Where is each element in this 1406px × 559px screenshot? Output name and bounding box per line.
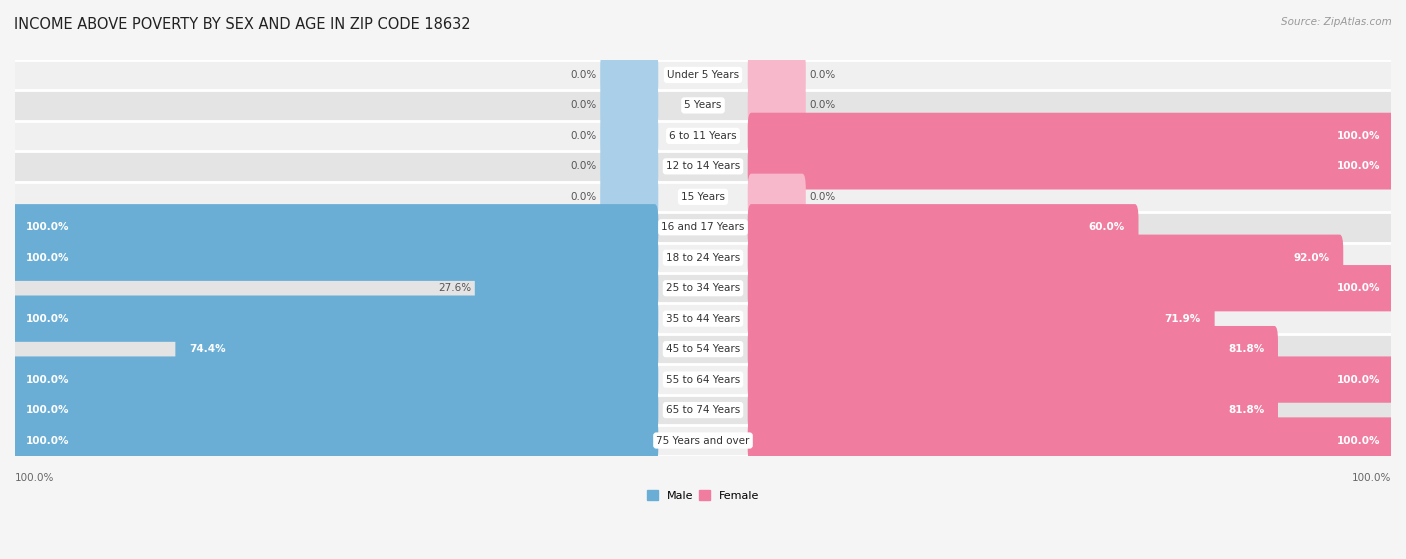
- Text: 100.0%: 100.0%: [1337, 162, 1381, 172]
- FancyBboxPatch shape: [11, 418, 658, 463]
- Text: 100.0%: 100.0%: [25, 405, 69, 415]
- Text: 25 to 34 Years: 25 to 34 Years: [666, 283, 740, 293]
- FancyBboxPatch shape: [15, 212, 1391, 243]
- FancyBboxPatch shape: [748, 296, 1215, 342]
- Text: 92.0%: 92.0%: [1294, 253, 1330, 263]
- FancyBboxPatch shape: [600, 143, 658, 190]
- Text: 35 to 44 Years: 35 to 44 Years: [666, 314, 740, 324]
- Text: 0.0%: 0.0%: [810, 192, 835, 202]
- FancyBboxPatch shape: [748, 357, 1395, 402]
- Text: 65 to 74 Years: 65 to 74 Years: [666, 405, 740, 415]
- Text: 81.8%: 81.8%: [1227, 344, 1264, 354]
- FancyBboxPatch shape: [748, 174, 806, 220]
- FancyBboxPatch shape: [15, 151, 1391, 182]
- FancyBboxPatch shape: [600, 52, 658, 98]
- FancyBboxPatch shape: [748, 235, 1343, 281]
- Text: 100.0%: 100.0%: [25, 222, 69, 233]
- Text: 74.4%: 74.4%: [190, 344, 226, 354]
- Text: 100.0%: 100.0%: [1351, 472, 1391, 482]
- FancyBboxPatch shape: [748, 326, 1278, 372]
- Text: 27.6%: 27.6%: [439, 283, 471, 293]
- Text: 5 Years: 5 Years: [685, 101, 721, 111]
- Text: 100.0%: 100.0%: [1337, 435, 1381, 446]
- FancyBboxPatch shape: [15, 273, 1391, 304]
- Text: 100.0%: 100.0%: [25, 435, 69, 446]
- Text: 0.0%: 0.0%: [571, 131, 596, 141]
- FancyBboxPatch shape: [748, 387, 1278, 433]
- Text: 15 Years: 15 Years: [681, 192, 725, 202]
- Text: 75 Years and over: 75 Years and over: [657, 435, 749, 446]
- FancyBboxPatch shape: [748, 265, 1395, 311]
- FancyBboxPatch shape: [11, 296, 658, 342]
- FancyBboxPatch shape: [748, 204, 1139, 250]
- FancyBboxPatch shape: [15, 60, 1391, 90]
- Text: 100.0%: 100.0%: [15, 472, 55, 482]
- FancyBboxPatch shape: [15, 395, 1391, 425]
- FancyBboxPatch shape: [15, 304, 1391, 334]
- FancyBboxPatch shape: [15, 334, 1391, 364]
- FancyBboxPatch shape: [748, 82, 806, 129]
- Text: 100.0%: 100.0%: [1337, 283, 1381, 293]
- Text: 0.0%: 0.0%: [810, 70, 835, 80]
- Text: 71.9%: 71.9%: [1164, 314, 1201, 324]
- FancyBboxPatch shape: [748, 52, 806, 98]
- FancyBboxPatch shape: [748, 113, 1395, 159]
- FancyBboxPatch shape: [475, 265, 658, 311]
- Text: 100.0%: 100.0%: [25, 314, 69, 324]
- FancyBboxPatch shape: [15, 364, 1391, 395]
- FancyBboxPatch shape: [600, 82, 658, 129]
- Text: 45 to 54 Years: 45 to 54 Years: [666, 344, 740, 354]
- FancyBboxPatch shape: [600, 113, 658, 159]
- FancyBboxPatch shape: [11, 357, 658, 402]
- Text: 100.0%: 100.0%: [1337, 375, 1381, 385]
- Text: 81.8%: 81.8%: [1227, 405, 1264, 415]
- FancyBboxPatch shape: [11, 204, 658, 250]
- FancyBboxPatch shape: [176, 326, 658, 372]
- Text: 100.0%: 100.0%: [25, 375, 69, 385]
- Text: 0.0%: 0.0%: [571, 70, 596, 80]
- FancyBboxPatch shape: [15, 90, 1391, 121]
- Text: Source: ZipAtlas.com: Source: ZipAtlas.com: [1281, 17, 1392, 27]
- Text: 0.0%: 0.0%: [571, 101, 596, 111]
- Text: 60.0%: 60.0%: [1088, 222, 1125, 233]
- FancyBboxPatch shape: [11, 235, 658, 281]
- Text: 0.0%: 0.0%: [571, 192, 596, 202]
- Legend: Male, Female: Male, Female: [643, 486, 763, 506]
- FancyBboxPatch shape: [748, 418, 1395, 463]
- Text: Under 5 Years: Under 5 Years: [666, 70, 740, 80]
- FancyBboxPatch shape: [11, 387, 658, 433]
- FancyBboxPatch shape: [748, 143, 1395, 190]
- FancyBboxPatch shape: [600, 174, 658, 220]
- Text: 12 to 14 Years: 12 to 14 Years: [666, 162, 740, 172]
- FancyBboxPatch shape: [15, 121, 1391, 151]
- Text: 0.0%: 0.0%: [810, 101, 835, 111]
- Text: INCOME ABOVE POVERTY BY SEX AND AGE IN ZIP CODE 18632: INCOME ABOVE POVERTY BY SEX AND AGE IN Z…: [14, 17, 471, 32]
- FancyBboxPatch shape: [15, 425, 1391, 456]
- Text: 16 and 17 Years: 16 and 17 Years: [661, 222, 745, 233]
- Text: 100.0%: 100.0%: [25, 253, 69, 263]
- FancyBboxPatch shape: [15, 182, 1391, 212]
- Text: 6 to 11 Years: 6 to 11 Years: [669, 131, 737, 141]
- Text: 55 to 64 Years: 55 to 64 Years: [666, 375, 740, 385]
- Text: 0.0%: 0.0%: [571, 162, 596, 172]
- FancyBboxPatch shape: [15, 243, 1391, 273]
- Text: 18 to 24 Years: 18 to 24 Years: [666, 253, 740, 263]
- Text: 100.0%: 100.0%: [1337, 131, 1381, 141]
